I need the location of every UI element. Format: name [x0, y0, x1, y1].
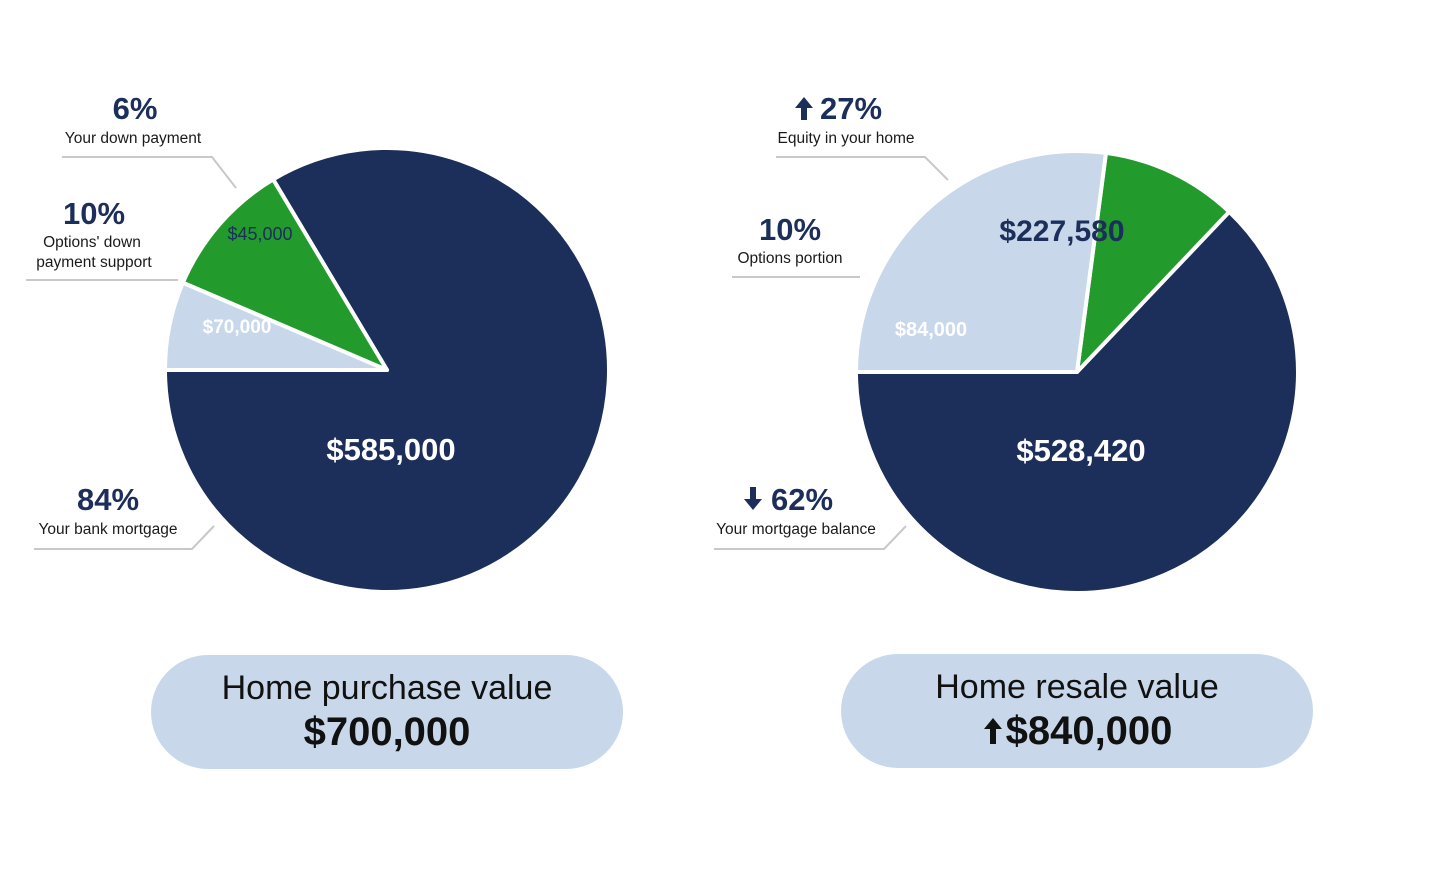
purchase-mortgage-slice-label: $585,000	[326, 432, 455, 467]
resale-mortgage-percent: 62%	[771, 482, 833, 517]
resale-options-callout: 10% Options portion	[732, 212, 860, 278]
purchase-support-caption-line1: Options' down	[43, 234, 141, 251]
purchase-support-callout: 10% Options' down payment support	[26, 196, 178, 281]
resale-options-caption: Options portion	[737, 250, 842, 267]
arrow-up-icon	[983, 718, 1002, 744]
resale-equity-slice	[854, 149, 1108, 374]
resale-total-pill: Home resale value $840,000	[841, 654, 1313, 768]
resale-options-slice	[1075, 150, 1232, 374]
resale-mortgage-callout: 62% Your mortgage balance	[714, 482, 907, 550]
purchase-total-value: $700,000	[303, 710, 471, 754]
purchase-downpayment-slice	[163, 280, 389, 372]
resale-total-value: $840,000	[1005, 709, 1173, 753]
resale-equity-callout: 27% Equity in your home	[776, 91, 949, 181]
resale-mortgage-slice-label: $528,420	[1016, 433, 1145, 468]
purchase-support-percent: 10%	[63, 196, 125, 231]
purchase-pie-slices	[163, 146, 611, 594]
resale-total-value-row: $840,000	[982, 707, 1173, 755]
resale-options-slice-label: $84,000	[895, 319, 967, 341]
purchase-downpayment-leader	[62, 156, 237, 189]
resale-equity-caption: Equity in your home	[778, 130, 915, 147]
resale-mortgage-leader	[714, 525, 907, 550]
purchase-downpayment-slice-label: $45,000	[227, 224, 292, 244]
purchase-pie-chart: $585,000 $70,000 $45,000 6% Your down pa…	[26, 91, 611, 594]
resale-pie-chart: $528,420 $84,000 $227,580 27% Equity in …	[714, 91, 1300, 595]
resale-equity-percent: 27%	[820, 91, 882, 126]
purchase-mortgage-caption: Your bank mortgage	[38, 521, 177, 538]
purchase-downpayment-callout: 6% Your down payment	[62, 91, 237, 189]
resale-equity-slice-label: $227,580	[999, 215, 1124, 248]
purchase-downpayment-percent: 6%	[113, 91, 158, 126]
purchase-mortgage-percent: 84%	[77, 482, 139, 517]
resale-total-title: Home resale value	[935, 668, 1219, 706]
purchase-total-title: Home purchase value	[221, 669, 553, 707]
arrow-down-icon	[744, 487, 762, 510]
purchase-total-pill: Home purchase value $700,000	[151, 655, 623, 769]
resale-options-percent: 10%	[759, 212, 821, 247]
resale-mortgage-slice	[854, 209, 1300, 595]
purchase-mortgage-leader	[34, 525, 215, 550]
arrow-up-icon	[795, 97, 813, 120]
purchase-support-caption-line2: payment support	[36, 254, 152, 271]
purchase-mortgage-callout: 84% Your bank mortgage	[34, 482, 215, 550]
purchase-support-slice	[180, 177, 389, 372]
purchase-support-slice-label: $70,000	[203, 317, 272, 338]
purchase-downpayment-caption: Your down payment	[65, 130, 202, 147]
resale-pie-slices	[854, 149, 1300, 595]
resale-mortgage-caption: Your mortgage balance	[716, 521, 876, 538]
resale-equity-leader	[776, 156, 949, 181]
